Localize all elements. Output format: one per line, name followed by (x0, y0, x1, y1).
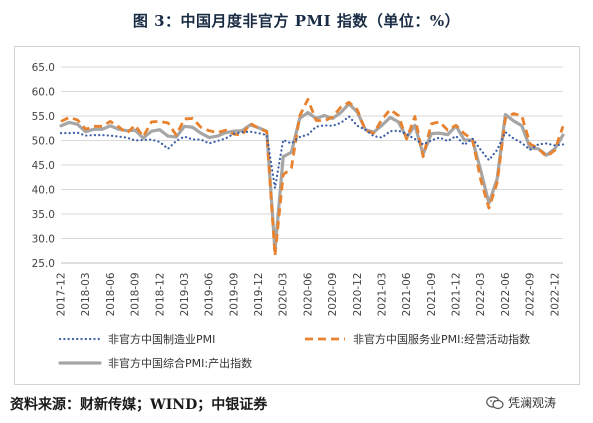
x-tick-label: 2020-03 (278, 273, 290, 317)
x-tick-label: 2022-12 (549, 273, 561, 317)
line-chart: 25.0 30.0 35.0 40.0 45.0 50.0 55.0 60.0 65.0 201… (32, 62, 565, 370)
legend-label: 非官方中国制造业PMI (108, 332, 215, 346)
x-tick-label: 2019-09 (228, 273, 240, 317)
x-tick-label: 2018-12 (154, 273, 166, 317)
y-tick-label: 30.0 (32, 234, 55, 246)
y-axis-ticks: 25.0 30.0 35.0 40.0 45.0 50.0 55.0 60.0 65.0 (32, 62, 55, 270)
legend-label: 非官方中国服务业PMI:经营活动指数 (353, 332, 530, 346)
x-tick-label: 2021-03 (376, 273, 388, 317)
series-line-2 (60, 97, 565, 258)
x-tick-label: 2019-06 (204, 272, 216, 316)
x-axis-ticks: 2017-12 2018-03 2018-06 2018-09 2018-12 2019-… (56, 272, 562, 316)
wechat-logo-icon (486, 395, 504, 409)
x-tick-label: 2021-12 (451, 273, 463, 317)
gridlines (61, 66, 563, 264)
legend: 非官方中国制造业PMI 非官方中国服务业PMI:经营活动指数非官方中国综合PMI:… (58, 332, 530, 370)
y-tick-label: 50.0 (32, 136, 55, 148)
x-tick-label: 2018-09 (130, 273, 142, 317)
legend-label: 非官方中国综合PMI:产出指数 (108, 356, 252, 370)
x-tick-label: 2017-12 (56, 273, 68, 317)
chart-frame: 25.0 30.0 35.0 40.0 45.0 50.0 55.0 60.0 65.0 201… (14, 46, 580, 385)
x-tick-label: 2018-06 (105, 272, 117, 316)
watermark-text: 凭澜观涛 (508, 396, 557, 410)
x-tick-label: 2022-03 (475, 273, 487, 317)
series-line-1 (59, 115, 565, 190)
watermark: 凭澜观涛 (486, 394, 556, 411)
x-tick-label: 2021-09 (426, 273, 438, 317)
x-tick-label: 2021-06 (401, 272, 413, 316)
y-tick-label: 60.0 (32, 87, 55, 99)
y-tick-label: 25.0 (32, 258, 55, 270)
x-tick-label: 2019-03 (179, 273, 191, 317)
chart-title: 图 3：中国月度非官方 PMI 指数（单位：%） (132, 12, 461, 30)
source-note: 资料来源：财新传媒；WIND；中银证券 (10, 397, 268, 413)
series-lines (59, 97, 565, 258)
y-tick-label: 45.0 (32, 160, 55, 172)
x-tick-label: 2020-09 (327, 273, 339, 317)
y-tick-label: 65.0 (32, 62, 55, 74)
x-tick-label: 2022-09 (525, 273, 537, 317)
x-tick-label: 2020-12 (352, 273, 364, 317)
y-tick-label: 35.0 (32, 209, 55, 221)
x-tick-label: 2019-12 (253, 273, 265, 317)
x-tick-label: 2022-06 (500, 272, 512, 316)
y-tick-label: 55.0 (32, 111, 55, 123)
y-tick-label: 40.0 (32, 185, 55, 197)
x-tick-label: 2018-03 (80, 273, 92, 317)
series-line-3 (59, 102, 565, 253)
x-tick-label: 2020-06 (302, 272, 314, 316)
